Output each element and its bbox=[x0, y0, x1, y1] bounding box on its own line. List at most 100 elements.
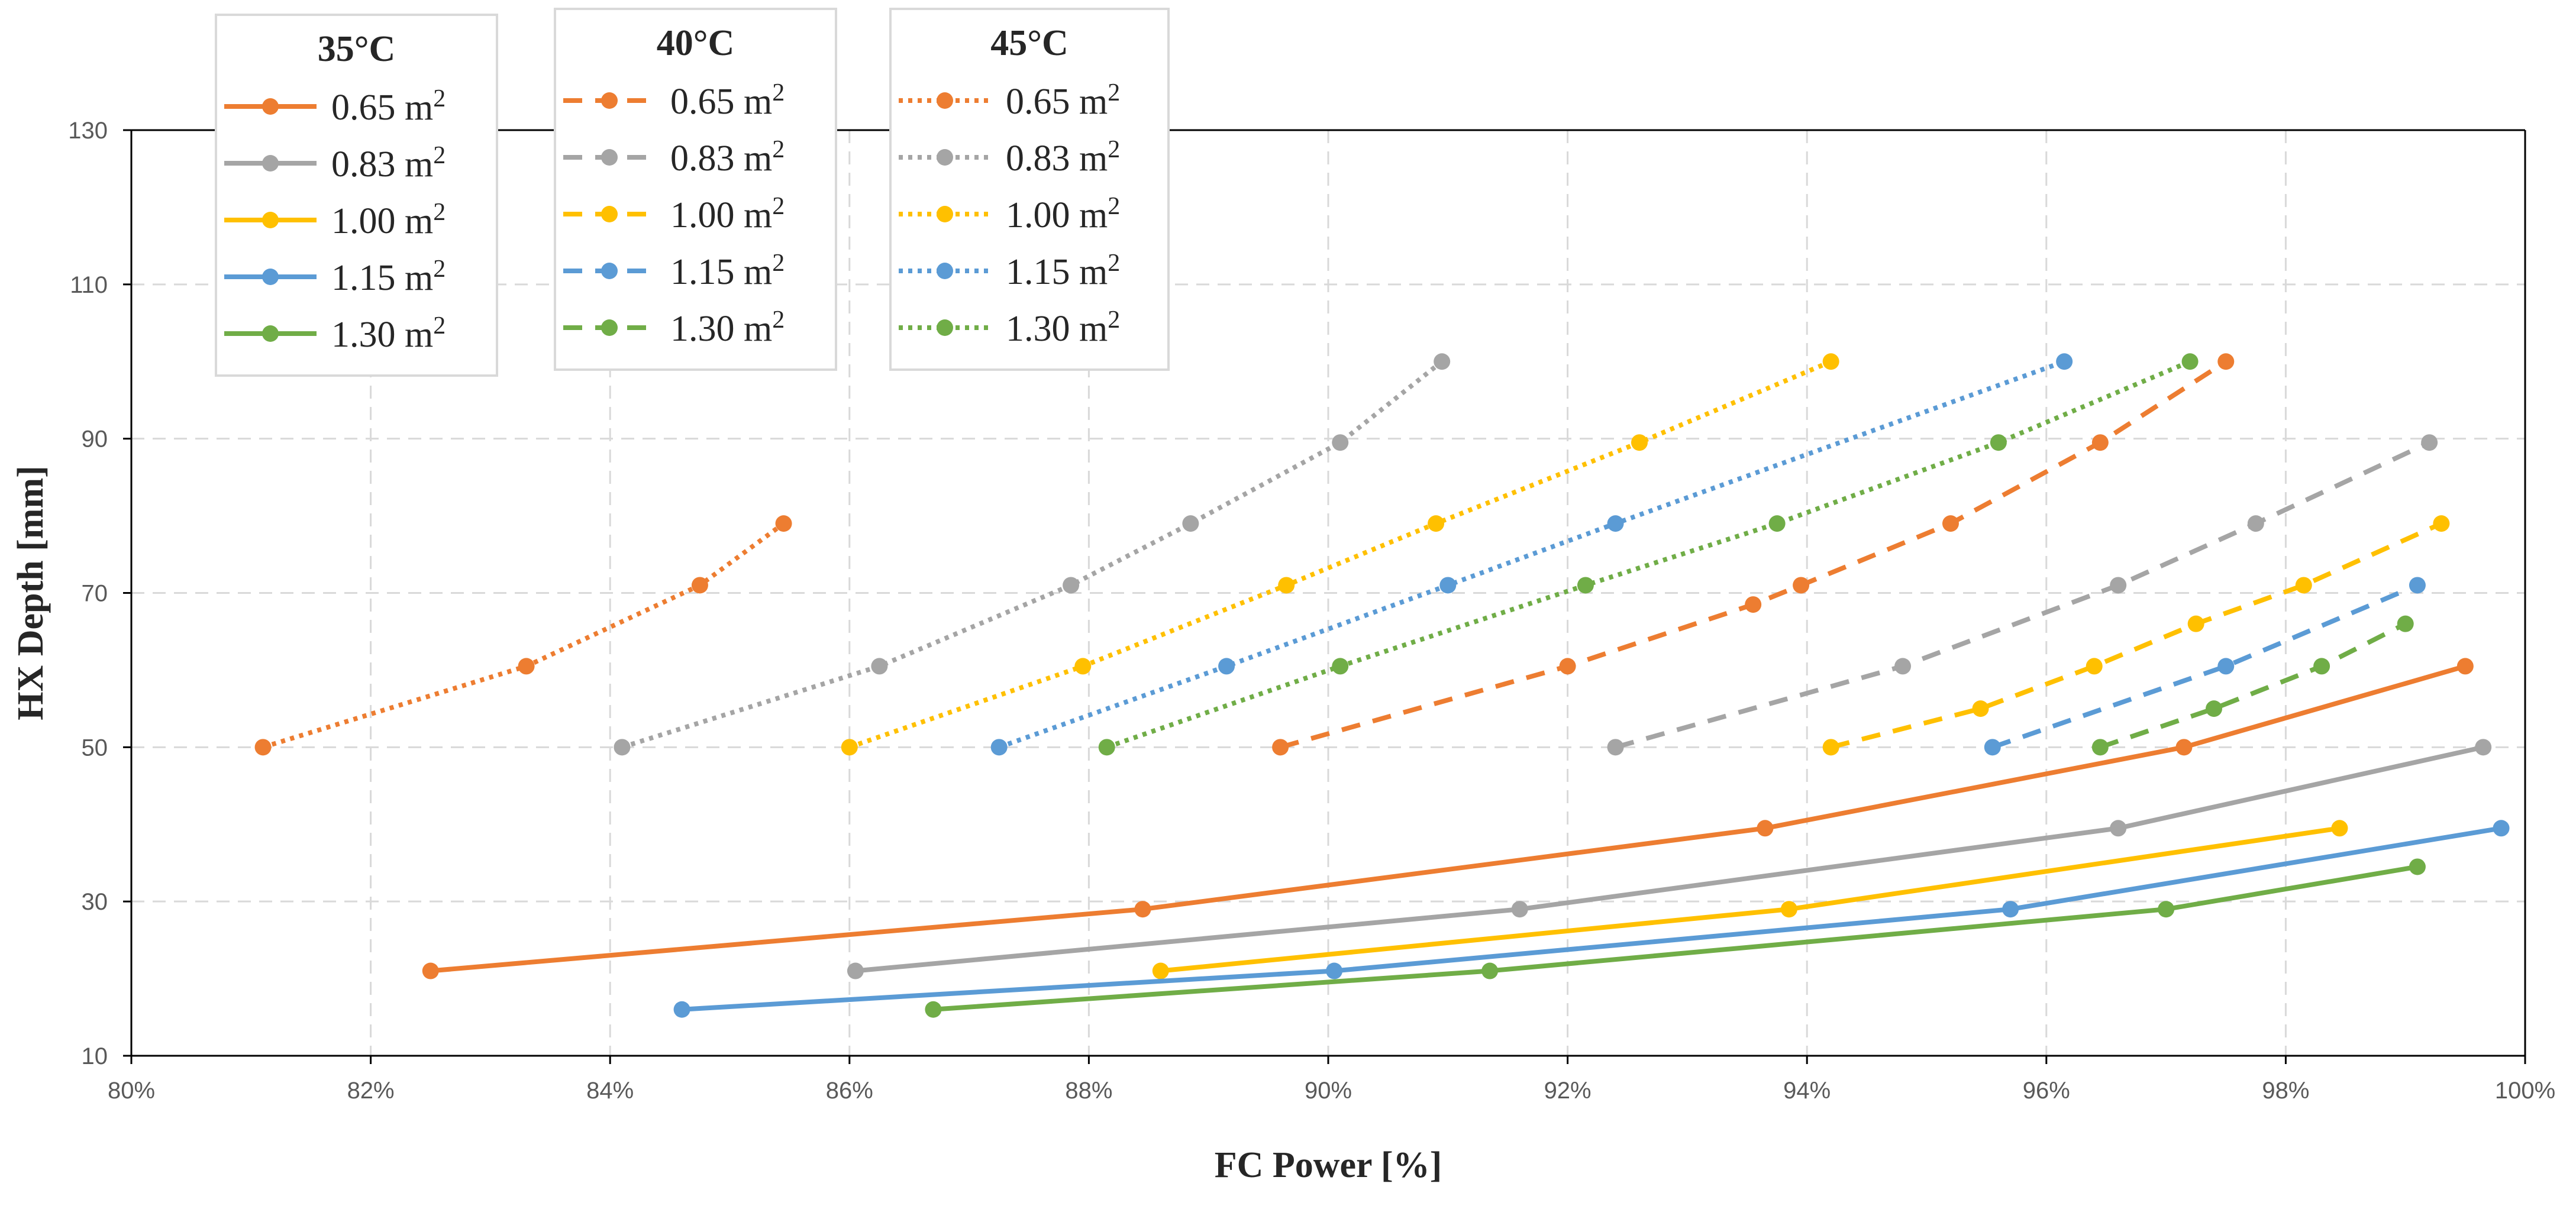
legend-label-superscript: 2 bbox=[1108, 250, 1120, 277]
data-point bbox=[990, 739, 1008, 756]
data-point bbox=[841, 739, 858, 756]
data-point bbox=[2247, 515, 2264, 532]
legend-label-superscript: 2 bbox=[772, 250, 785, 277]
data-point bbox=[1768, 515, 1786, 532]
data-point bbox=[1577, 577, 1594, 594]
data-point bbox=[775, 515, 792, 532]
axes: 80% 82% 84% 86% 88% 90% 92% 94% 96% 98% 100% 10 30 50… bbox=[68, 118, 2555, 1104]
data-point bbox=[1152, 962, 1169, 979]
legend-label: 1.00 m2 bbox=[1006, 193, 1120, 235]
data-point bbox=[1428, 515, 1445, 532]
series-line bbox=[933, 864, 2418, 1012]
legend-label: 0.83 m2 bbox=[670, 136, 785, 179]
x-tick-label: 92% bbox=[1544, 1078, 1592, 1104]
data-point bbox=[871, 658, 888, 675]
data-point bbox=[2181, 353, 2199, 370]
legend-label-superscript: 2 bbox=[1108, 306, 1120, 334]
data-point bbox=[1074, 658, 1092, 675]
data-point bbox=[1434, 353, 1451, 370]
legend-swatch-marker bbox=[262, 269, 279, 285]
data-point bbox=[2409, 858, 2426, 875]
data-point bbox=[1559, 658, 1576, 675]
y-axis-title: HX Depth [mm] bbox=[11, 465, 51, 720]
legend-label-superscript: 2 bbox=[433, 85, 446, 112]
legend-label-superscript: 2 bbox=[772, 306, 785, 334]
legend-label: 0.65 m2 bbox=[670, 79, 785, 122]
legend-swatch-marker bbox=[937, 149, 953, 166]
data-point bbox=[518, 658, 535, 675]
data-point bbox=[2331, 820, 2348, 837]
legend-swatch-marker bbox=[262, 325, 279, 342]
data-point bbox=[847, 962, 864, 979]
y-tick-label: 70 bbox=[82, 581, 108, 607]
data-point bbox=[2433, 515, 2450, 532]
data-point bbox=[2056, 353, 2073, 370]
data-point bbox=[2110, 820, 2127, 837]
legend-swatch-marker bbox=[601, 92, 618, 109]
data-point bbox=[1134, 901, 1151, 918]
data-point bbox=[2002, 901, 2019, 918]
data-point bbox=[422, 962, 439, 979]
data-point bbox=[1272, 739, 1289, 756]
x-tick-label: 94% bbox=[1783, 1078, 1831, 1104]
series-group-dotted bbox=[254, 353, 2199, 756]
data-point bbox=[254, 739, 272, 756]
y-tick-label: 10 bbox=[82, 1043, 108, 1069]
legend-label-superscript: 2 bbox=[433, 199, 446, 226]
legend-swatch-marker bbox=[601, 206, 618, 222]
y-tick-label: 50 bbox=[82, 735, 108, 761]
legend-box-solid: 35°C 0.65 m2 0.83 m2 1.00 m2 1.15 m2 1.30 m2 bbox=[215, 14, 498, 377]
data-point bbox=[2313, 658, 2330, 675]
series-line bbox=[1280, 359, 2228, 750]
data-point bbox=[2409, 577, 2426, 594]
legend-frame bbox=[889, 8, 1170, 371]
data-point bbox=[1972, 700, 1989, 717]
x-tick-label: 82% bbox=[347, 1078, 395, 1104]
series-line bbox=[2099, 622, 2407, 750]
data-point bbox=[1098, 739, 1115, 756]
legend-label: 0.83 m2 bbox=[1006, 136, 1120, 179]
series-group-dashed bbox=[1272, 353, 2450, 756]
legend-label: 0.83 m2 bbox=[331, 142, 446, 185]
x-tick-label: 86% bbox=[826, 1078, 873, 1104]
data-point bbox=[1780, 901, 1797, 918]
data-point bbox=[2421, 434, 2438, 451]
series-line bbox=[1830, 521, 2443, 750]
legend: 35°C 0.65 m2 0.83 m2 1.00 m2 1.15 m2 1.30 m2 4… bbox=[215, 8, 1170, 377]
data-point bbox=[1063, 577, 1080, 594]
legend-swatch-marker bbox=[937, 92, 953, 109]
data-point bbox=[2091, 434, 2109, 451]
legend-swatch-marker bbox=[262, 98, 279, 115]
data-point bbox=[1942, 515, 1959, 532]
data-point bbox=[2295, 577, 2312, 594]
series-line bbox=[855, 745, 2484, 974]
y-tick-label: 90 bbox=[82, 426, 108, 452]
y-tick-label: 30 bbox=[82, 889, 108, 915]
legend-label: 1.15 m2 bbox=[331, 256, 446, 298]
data-point bbox=[1984, 739, 2001, 756]
data-point bbox=[2475, 739, 2492, 756]
legend-label-superscript: 2 bbox=[1108, 79, 1120, 106]
series-line bbox=[1991, 583, 2419, 750]
data-point bbox=[1607, 739, 1624, 756]
data-point bbox=[2456, 658, 2474, 675]
legend-title: 35°C bbox=[318, 29, 396, 69]
legend-label-superscript: 2 bbox=[433, 256, 446, 283]
data-point bbox=[1793, 577, 1810, 594]
x-axis-title: FC Power [%] bbox=[1215, 1145, 1442, 1185]
x-tick-label: 98% bbox=[2262, 1078, 2309, 1104]
legend-label-superscript: 2 bbox=[433, 312, 446, 340]
legend-label-superscript: 2 bbox=[772, 79, 785, 106]
y-tick-label: 110 bbox=[70, 272, 108, 298]
data-point bbox=[1757, 820, 1774, 837]
legend-swatch-marker bbox=[937, 206, 953, 222]
series-line bbox=[998, 359, 2065, 750]
legend-label-superscript: 2 bbox=[1108, 193, 1120, 220]
legend-label: 1.30 m2 bbox=[331, 312, 446, 355]
series-group-solid bbox=[422, 658, 2510, 1018]
legend-title: 40°C bbox=[657, 23, 735, 63]
data-point bbox=[1332, 434, 1349, 451]
legend-swatch-marker bbox=[262, 155, 279, 172]
legend-swatch-marker bbox=[937, 263, 953, 279]
legend-frame bbox=[554, 8, 837, 371]
